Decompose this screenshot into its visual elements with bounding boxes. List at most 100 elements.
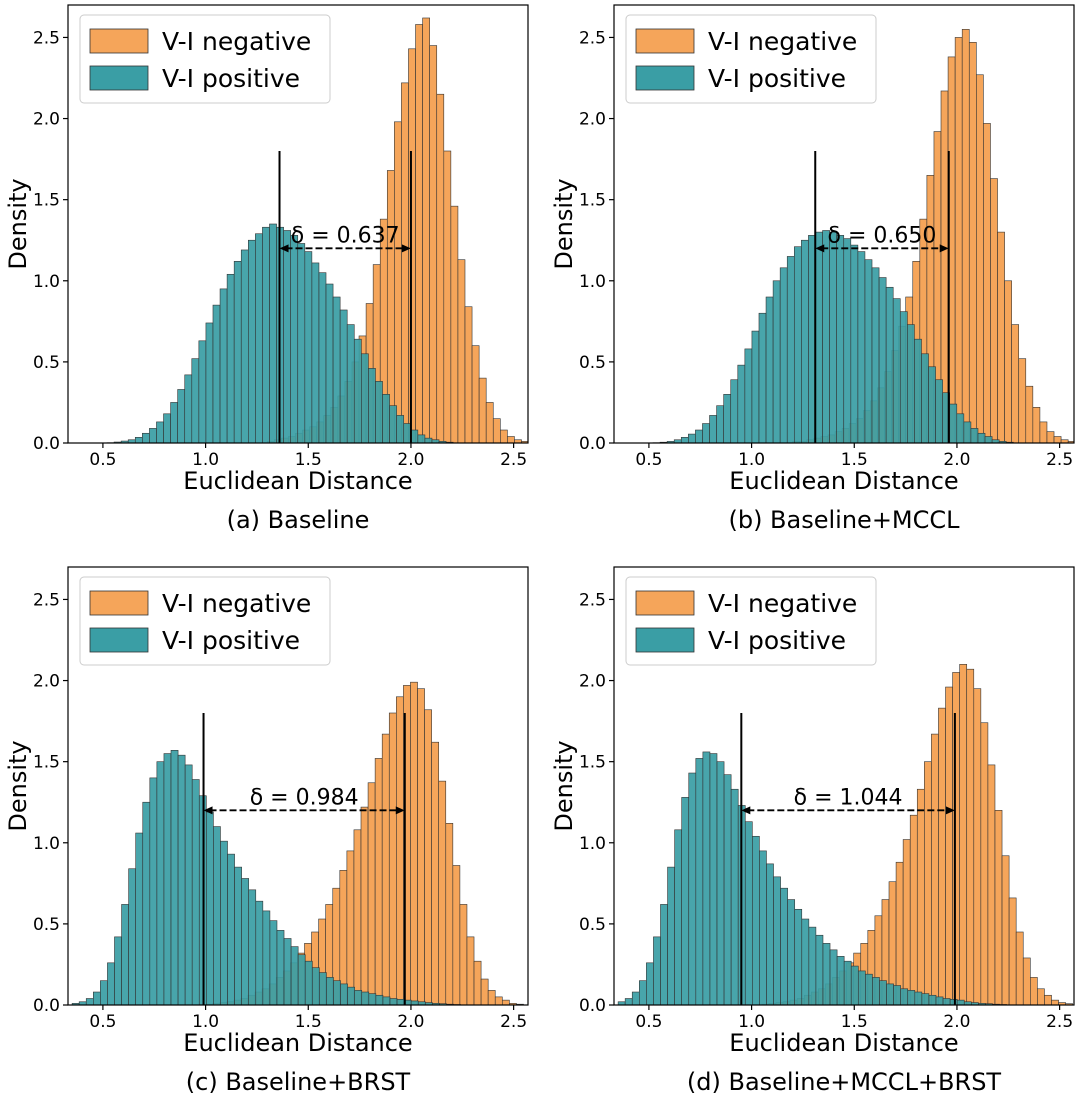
- bar-negative: [500, 429, 508, 443]
- bar-positive: [290, 235, 299, 443]
- bar-negative: [381, 733, 390, 1005]
- bar-positive: [269, 920, 278, 1005]
- bar-negative: [478, 377, 487, 443]
- bar-positive: [339, 309, 348, 443]
- bar-negative: [494, 996, 503, 1005]
- bar-negative: [464, 306, 473, 443]
- bar-positive: [375, 381, 383, 443]
- bar-positive: [417, 434, 426, 443]
- bar-negative: [966, 668, 975, 1005]
- y-tick-label: 1.5: [33, 191, 60, 211]
- bar-positive: [276, 930, 285, 1005]
- bar-negative: [396, 696, 404, 1005]
- bar-negative: [422, 17, 430, 443]
- bar-negative: [487, 990, 496, 1005]
- legend: V-I negative V-I positive: [625, 14, 877, 104]
- bar-positive: [865, 973, 873, 1005]
- bar-positive: [410, 1000, 419, 1005]
- bar-positive: [170, 750, 179, 1005]
- bar-positive: [921, 993, 930, 1005]
- plot-frame: [613, 4, 1075, 444]
- bar-positive: [361, 353, 369, 443]
- x-tick-label: 1.5: [841, 1012, 868, 1032]
- y-tick-label: 1.0: [579, 272, 606, 292]
- y-tick-label: 1.5: [579, 191, 606, 211]
- bar-positive: [368, 993, 377, 1005]
- bar-negative: [394, 121, 402, 443]
- bar-positive: [297, 243, 306, 443]
- bar-positive: [107, 962, 115, 1005]
- bar-negative: [1025, 385, 1034, 443]
- bar-negative: [1065, 1003, 1073, 1005]
- bar-positive: [255, 233, 263, 443]
- bar-positive: [325, 283, 334, 443]
- bar-positive: [227, 853, 235, 1005]
- bar-positive: [142, 801, 151, 1005]
- bar-negative: [1015, 931, 1024, 1005]
- bar-negative: [417, 688, 425, 1005]
- bar-negative: [466, 936, 475, 1005]
- bar-positive: [808, 926, 817, 1005]
- bar-positive: [695, 758, 704, 1005]
- y-tick-label: 1.5: [579, 753, 606, 773]
- bar-negative: [1008, 897, 1017, 1005]
- bar-negative: [452, 865, 461, 1005]
- bar-positive: [892, 298, 901, 443]
- bar-positive: [212, 304, 221, 443]
- bar-positive: [191, 779, 200, 1005]
- y-tick-label: 1.0: [33, 272, 60, 292]
- bar-positive: [928, 994, 937, 1005]
- bar-positive: [283, 230, 291, 443]
- bar-positive: [709, 753, 718, 1005]
- legend-label-positive: V-I positive: [708, 64, 846, 93]
- bar-positive: [822, 943, 831, 1005]
- bar-positive: [935, 379, 943, 443]
- bar-positive: [304, 960, 313, 1005]
- bar-positive: [907, 990, 916, 1005]
- x-tick-label: 0.5: [89, 450, 116, 470]
- y-tick-label: 0.5: [33, 915, 60, 935]
- plot-frame: [613, 566, 1075, 1006]
- bar-negative: [346, 850, 355, 1005]
- y-tick-label: 2.5: [579, 590, 606, 610]
- x-tick-label: 0.5: [89, 1012, 116, 1032]
- legend-label-negative: V-I negative: [708, 27, 857, 56]
- delta-arrow-head-left: [279, 244, 289, 253]
- y-tick-label: 0.0: [33, 996, 60, 1016]
- bar-positive: [354, 990, 363, 1005]
- bar-positive: [914, 338, 922, 443]
- legend-label-positive: V-I positive: [162, 626, 300, 655]
- bar-positive: [624, 998, 633, 1005]
- bar-negative: [480, 978, 489, 1005]
- bar-positive: [900, 988, 909, 1005]
- bar-positive: [319, 972, 327, 1005]
- legend: V-I negative V-I positive: [625, 576, 877, 666]
- bar-positive: [149, 428, 157, 443]
- bar-negative: [457, 259, 466, 443]
- bar-negative: [990, 178, 998, 443]
- bar-positive: [206, 811, 214, 1005]
- bar-negative: [994, 810, 1003, 1005]
- plot-frame: [67, 566, 529, 1006]
- y-axis-label: Density: [550, 178, 578, 269]
- bar-positive: [233, 261, 242, 443]
- bar-positive: [779, 267, 788, 443]
- bar-negative: [1018, 358, 1027, 443]
- bar-negative: [436, 93, 445, 443]
- bar-positive: [815, 934, 824, 1005]
- bar-positive: [382, 996, 391, 1005]
- bar-negative: [408, 48, 416, 443]
- series-positive: [106, 223, 454, 443]
- y-tick-label: 0.0: [579, 434, 606, 454]
- bar-positive: [177, 389, 186, 443]
- bar-positive: [361, 991, 370, 1005]
- bar-negative: [987, 764, 996, 1005]
- bar-negative: [507, 436, 515, 443]
- bar-negative: [1030, 977, 1038, 1005]
- x-tick-label: 0.5: [635, 450, 662, 470]
- bar-negative: [968, 42, 977, 443]
- bar-positive: [794, 908, 803, 1005]
- bar-positive: [751, 330, 760, 443]
- bar-positive: [970, 428, 979, 443]
- bar-positive: [219, 288, 228, 443]
